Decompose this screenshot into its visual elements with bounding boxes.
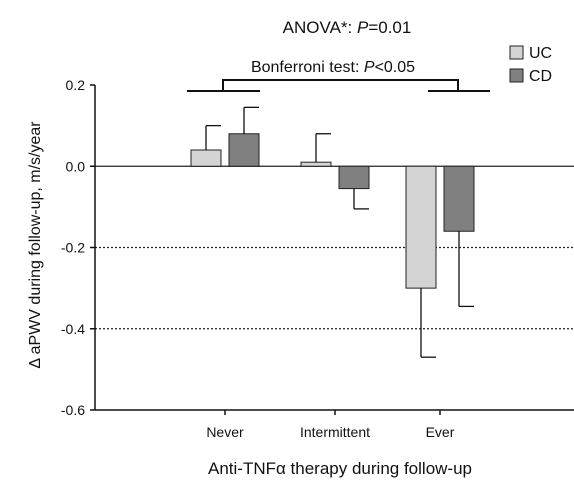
y-tick-label: -0.4 [61,321,85,337]
bar-cd-ever [443,165,475,232]
y-tick-label: -0.6 [61,402,85,418]
significance-bracket [187,79,490,92]
y-tick-label: 0.2 [66,77,86,93]
x-tick-label: Intermittent [300,424,370,440]
bar-cd-never [228,133,260,167]
x-axis-label: Anti-TNFα therapy during follow-up [208,459,472,478]
bar-cd-intermittent [338,165,370,190]
plot-area: 0.2 0.0 -0.2 -0.4 -0.6 Never Intermittent Ever [61,77,574,440]
chart-title: ANOVA*: P=0.01 [283,18,412,37]
legend-swatch-cd [509,68,524,83]
y-axis-label: Δ aPWV during follow-up, m/s/year [27,121,44,369]
legend-swatch-uc [509,45,524,60]
bar-uc-intermittent [300,161,332,167]
x-tick-label: Ever [426,424,455,440]
y-tick-label: 0.0 [66,158,86,174]
y-tick-label: -0.2 [61,240,85,256]
bar-uc-ever [405,165,437,289]
bar-uc-never [190,149,222,167]
legend-label-cd: CD [529,68,552,85]
legend-label-uc: UC [529,45,552,62]
legend: UC CD [509,45,552,85]
bonferroni-annotation: Bonferroni test: P<0.05 [251,59,415,76]
x-tick-label: Never [206,424,244,440]
